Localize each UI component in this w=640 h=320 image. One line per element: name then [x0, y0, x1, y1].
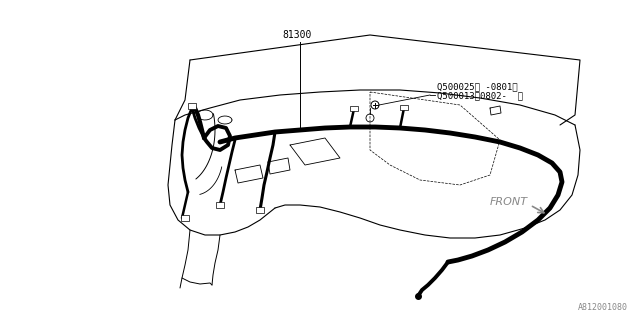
Bar	[181, 215, 189, 221]
Bar	[350, 106, 358, 111]
Text: Q500013（0802-  ）: Q500013（0802- ）	[437, 91, 523, 100]
Bar	[400, 105, 408, 110]
Bar	[216, 202, 224, 208]
Text: FRONT: FRONT	[490, 197, 528, 207]
Text: A812001080: A812001080	[578, 303, 628, 312]
Bar	[256, 207, 264, 213]
Bar	[188, 103, 196, 109]
Text: 81300: 81300	[282, 30, 312, 40]
Text: Q500025（ -0801）: Q500025（ -0801）	[437, 82, 518, 91]
